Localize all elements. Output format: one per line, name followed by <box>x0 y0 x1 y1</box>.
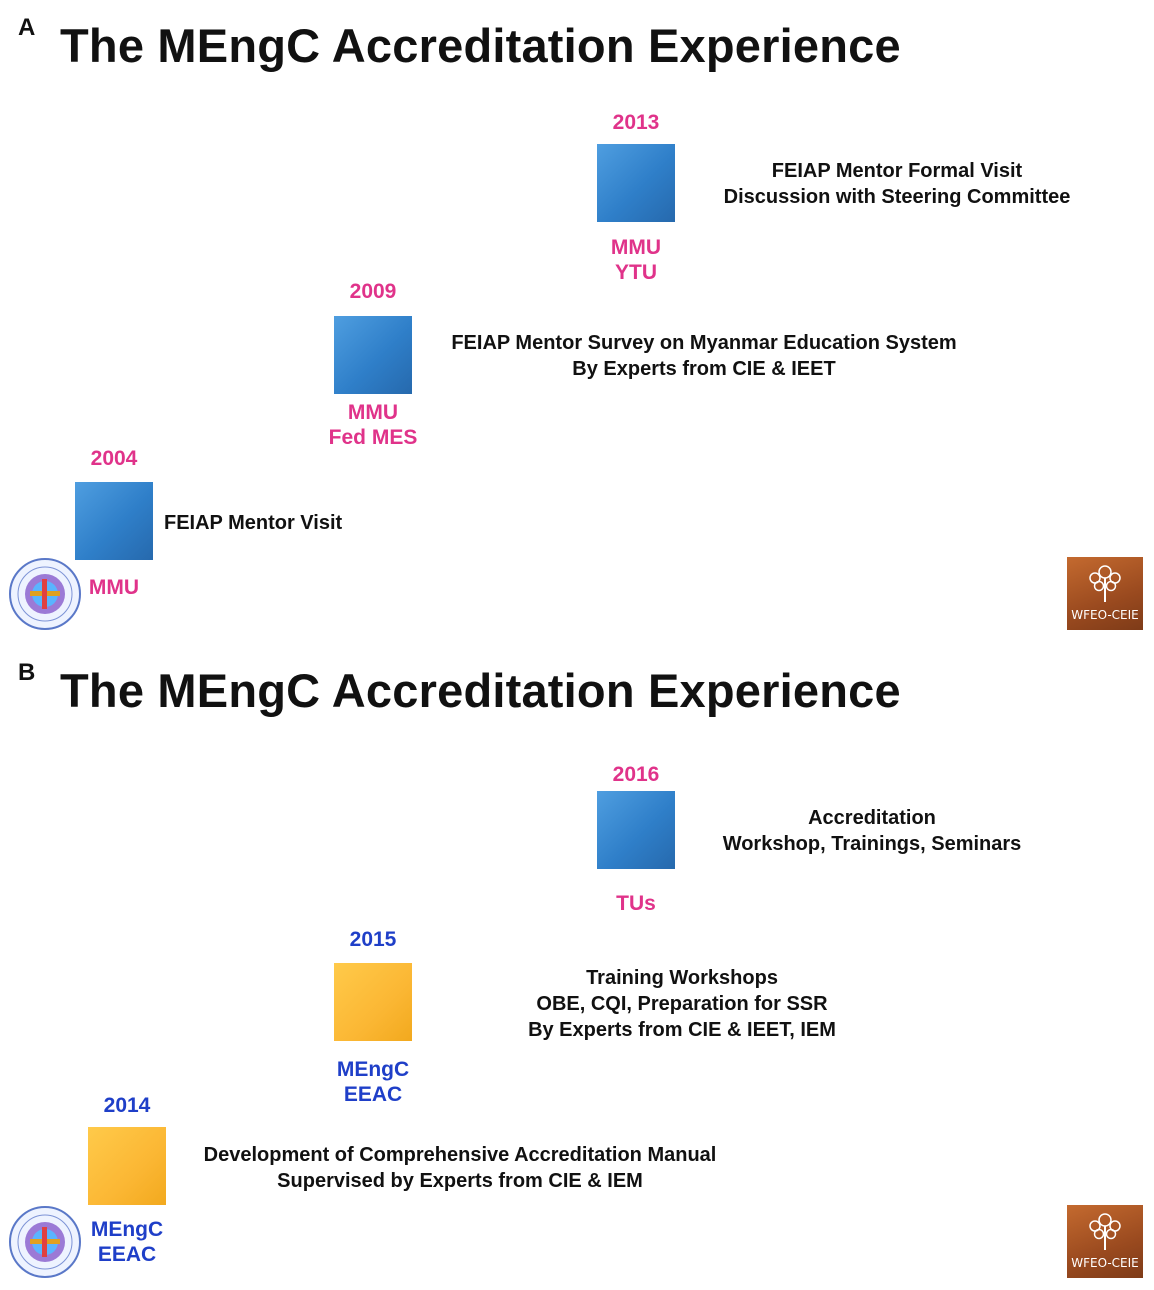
description-line: FEIAP Mentor Survey on Myanmar Education… <box>451 332 957 354</box>
tree-icon <box>1089 565 1121 602</box>
wfeo-logo-text: WFEO-CEIE <box>1071 1256 1139 1270</box>
description-line: Training Workshops <box>586 967 778 989</box>
description-line: By Experts from CIE & IEET <box>572 358 836 380</box>
wfeo-ceie-logo: WFEO-CEIE <box>1067 557 1143 630</box>
org-line: MEngC <box>90 1218 164 1241</box>
step-description-2004: FEIAP Mentor Visit <box>164 510 342 536</box>
org-line: YTU <box>615 261 657 284</box>
wfeo-ceie-logo: WFEO-CEIE <box>1067 1205 1143 1278</box>
timeline-box-2014 <box>88 1127 166 1205</box>
org-line: EEAC <box>97 1243 157 1266</box>
description-line: FEIAP Mentor Visit <box>164 512 343 534</box>
step-description-2009: FEIAP Mentor Survey on Myanmar Education… <box>414 330 994 382</box>
timeline-box-2009 <box>334 316 412 394</box>
org-label-2016: TUs <box>566 891 706 916</box>
org-line: Fed MES <box>328 426 418 449</box>
panel-title: The MEngC Accreditation Experience <box>60 664 901 717</box>
step-description-2014: Development of Comprehensive Accreditati… <box>170 1142 750 1194</box>
description-line: FEIAP Mentor Formal Visit <box>771 160 1023 182</box>
timeline-box-2013 <box>597 144 675 222</box>
year-label-2004: 2004 <box>90 447 138 470</box>
org-line: MMU <box>88 576 140 599</box>
panel-title: The MEngC Accreditation Experience <box>60 19 901 72</box>
year-label-2009: 2009 <box>349 280 397 303</box>
org-line: TUs <box>616 892 656 915</box>
org-line: MMU <box>347 401 399 424</box>
org-label-2009: MMU Fed MES <box>303 400 443 450</box>
step-description-2016: Accreditation Workshop, Trainings, Semin… <box>697 805 1047 857</box>
org-label-2004: MMU <box>44 575 184 600</box>
description-line: Accreditation <box>808 807 936 829</box>
mec-logo <box>8 557 82 631</box>
org-line: EEAC <box>343 1083 403 1106</box>
year-label-2015: 2015 <box>349 928 397 951</box>
org-line: MEngC <box>336 1058 410 1081</box>
org-label-2013: MMU YTU <box>566 235 706 285</box>
year-label-2014: 2014 <box>103 1094 151 1117</box>
step-description-2015: Training Workshops OBE, CQI, Preparation… <box>502 965 862 1043</box>
org-label-2014: MEngC EEAC <box>57 1217 197 1267</box>
panel-b: B The MEngC Accreditation Experience 201… <box>0 645 1154 1290</box>
year-label-2016: 2016 <box>612 763 660 786</box>
description-line: Discussion with Steering Committee <box>723 186 1071 208</box>
org-line: MMU <box>610 236 662 259</box>
wfeo-logo-text: WFEO-CEIE <box>1071 608 1139 622</box>
panel-a: A The MEngC Accreditation Experience 201… <box>8 14 1143 631</box>
description-line: By Experts from CIE & IEET, IEM <box>528 1019 836 1041</box>
tree-icon <box>1089 1213 1121 1250</box>
panel-letter: B <box>18 659 36 686</box>
timeline-box-2016 <box>597 791 675 869</box>
description-line: Workshop, Trainings, Seminars <box>722 833 1022 855</box>
year-label-2013: 2013 <box>612 111 660 134</box>
description-line: OBE, CQI, Preparation for SSR <box>536 993 828 1015</box>
mec-logo <box>8 1205 82 1279</box>
description-line: Supervised by Experts from CIE & IEM <box>277 1170 643 1192</box>
description-line: Development of Comprehensive Accreditati… <box>203 1144 717 1166</box>
timeline-box-2015 <box>334 963 412 1041</box>
org-label-2015: MEngC EEAC <box>303 1057 443 1107</box>
panel-letter: A <box>18 14 36 41</box>
timeline-box-2004 <box>75 482 153 560</box>
step-description-2013: FEIAP Mentor Formal Visit Discussion wit… <box>697 158 1097 210</box>
